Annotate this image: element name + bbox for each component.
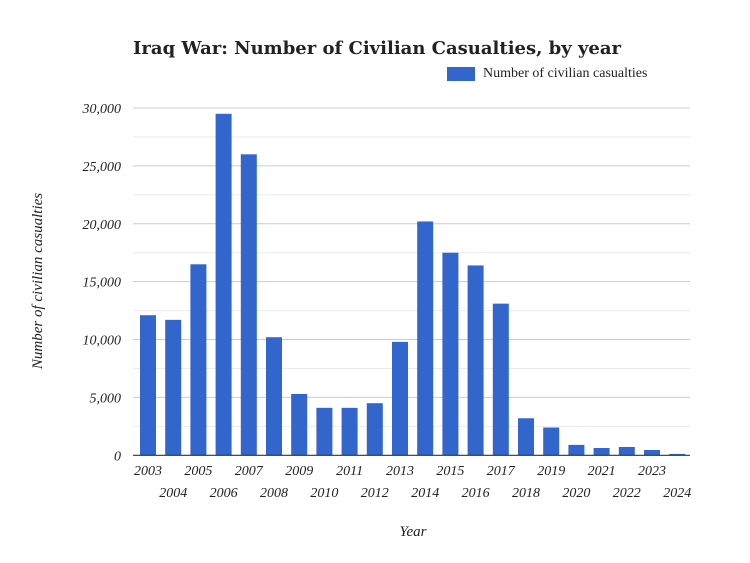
x-tick-label: 2011	[336, 464, 363, 479]
bar-2003	[140, 315, 156, 456]
bar-2024	[669, 453, 686, 456]
bar-2005	[190, 264, 207, 456]
x-axis-label: Year	[400, 524, 427, 540]
y-axis-label: Number of civilian casualties	[30, 193, 46, 370]
y-tick-label: 20,000	[83, 218, 122, 233]
bar-2006	[215, 113, 232, 456]
bar-2020	[568, 444, 585, 456]
x-tick-label: 2015	[436, 464, 464, 479]
y-tick-label: 30,000	[82, 102, 122, 117]
x-tick-label: 2013	[386, 464, 414, 479]
x-tick-label: 2004	[159, 486, 187, 501]
x-tick-label: 2022	[613, 486, 641, 501]
x-tick-label: 2012	[361, 486, 389, 501]
bar-2017	[492, 303, 509, 456]
y-tick-label: 0	[114, 449, 121, 464]
x-tick-label: 2003	[134, 464, 162, 479]
bar-2013	[392, 341, 408, 456]
x-tick-label: 2019	[537, 464, 565, 479]
y-tick-label: 15,000	[83, 276, 122, 291]
bar-2021	[593, 448, 610, 456]
legend-swatch	[447, 67, 475, 81]
bar-2015	[442, 252, 459, 456]
bar-2018	[518, 418, 534, 456]
bar-2007	[240, 154, 257, 456]
x-tick-label: 2009	[285, 464, 313, 479]
x-tick-label: 2016	[462, 486, 490, 501]
bar-2009	[291, 393, 308, 456]
x-tick-label: 2007	[235, 464, 264, 479]
bar-2010	[316, 407, 333, 456]
y-tick-label: 10,000	[83, 334, 122, 349]
bar-2019	[543, 427, 560, 456]
y-tick-label: 5,000	[90, 391, 122, 406]
x-tick-label: 2020	[562, 486, 590, 501]
legend: Number of civilian casualties	[447, 66, 647, 82]
bar-2022	[618, 446, 635, 456]
bar-2004	[165, 319, 182, 456]
x-tick-label: 2006	[210, 486, 238, 501]
bar-2014	[417, 221, 434, 456]
x-tick-label: 2021	[588, 464, 616, 479]
x-tick-label: 2017	[487, 464, 516, 479]
y-tick-label: 25,000	[83, 160, 122, 175]
legend-label: Number of civilian casualties	[483, 66, 648, 81]
x-tick-label: 2010	[310, 486, 338, 501]
chart-title: Iraq War: Number of Civilian Casualties,…	[133, 38, 622, 59]
bar-2012	[366, 403, 383, 456]
x-tick-label: 2018	[512, 486, 540, 501]
x-tick-label: 2008	[260, 486, 288, 501]
x-tick-label: 2014	[411, 486, 439, 501]
x-tick-label: 2005	[184, 464, 212, 479]
bar-2008	[266, 337, 282, 456]
bar-2023	[644, 449, 660, 456]
x-tick-label: 2024	[663, 486, 691, 501]
bar-2011	[341, 407, 358, 456]
x-tick-label: 2023	[638, 464, 666, 479]
bar-2016	[467, 265, 484, 456]
